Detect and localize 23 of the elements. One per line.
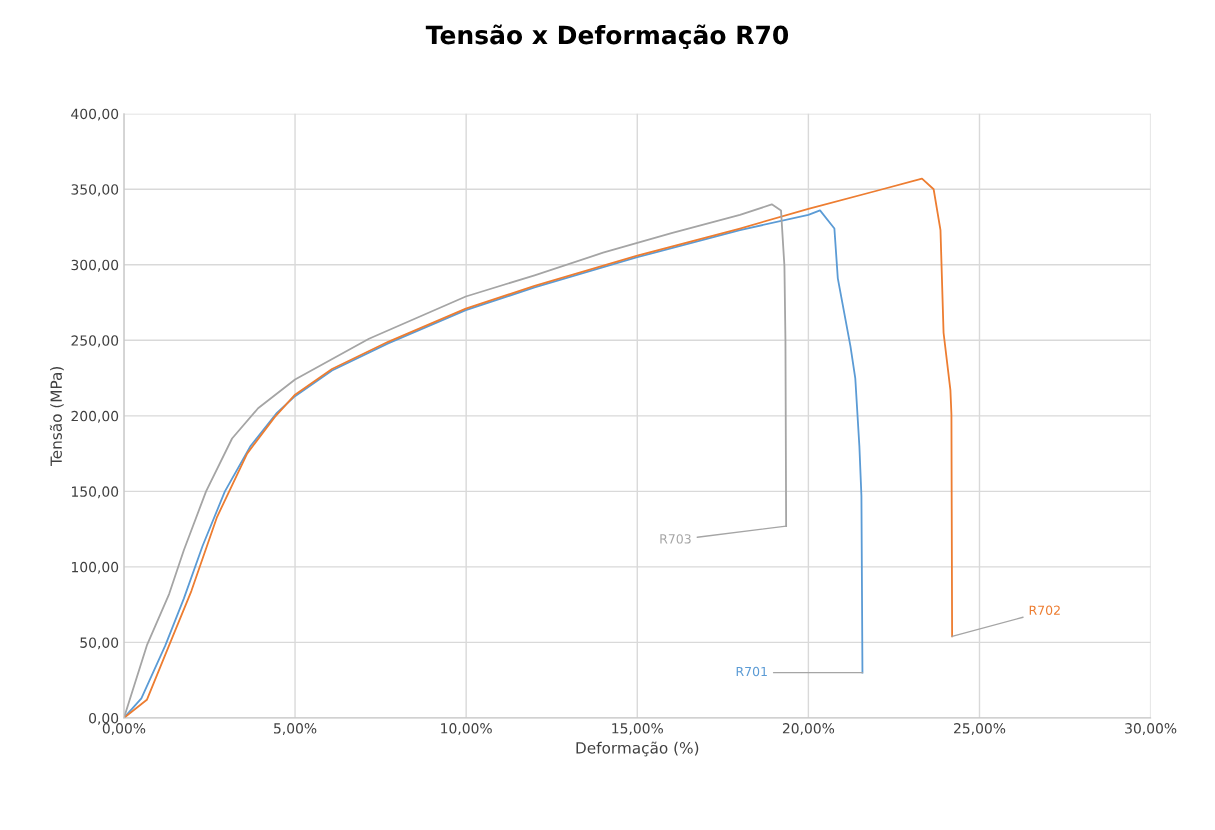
x-tick-label: 10,00% — [441, 723, 492, 735]
x-tick-label: 30,00% — [1125, 723, 1177, 735]
text: R702 — [1029, 605, 1060, 615]
y-tick-label: 400,00 — [71, 108, 119, 121]
x-tick-label: 15,00% — [612, 723, 663, 735]
x-axis-title: Deformação (%) — [576, 741, 699, 757]
y-tick-label: 300,00 — [71, 259, 119, 272]
x-tick-label: 20,00% — [782, 723, 835, 735]
y-tick-label: 50,00 — [80, 637, 119, 650]
y-tick-label: 350,00 — [71, 184, 119, 197]
chart-title: Tensão x Deformação R70 — [425, 24, 789, 49]
y-tick-label: 100,00 — [72, 561, 119, 574]
y-tick-label: 0,00 — [89, 712, 119, 725]
y-axis-title: Tensão (MPa) — [49, 366, 64, 467]
x-tick-label: 25,00% — [954, 723, 1006, 735]
y-tick-label: 200,00 — [71, 410, 119, 423]
line-series — [123, 177, 954, 718]
y-tick-label: 150,00 — [72, 486, 119, 499]
text: R703 — [660, 534, 691, 544]
y-tick-label: 250,00 — [71, 335, 119, 348]
x-tick-label: 5,00% — [274, 723, 317, 735]
text: R701 — [736, 666, 767, 677]
x-tick-label: 0,00% — [102, 723, 146, 735]
